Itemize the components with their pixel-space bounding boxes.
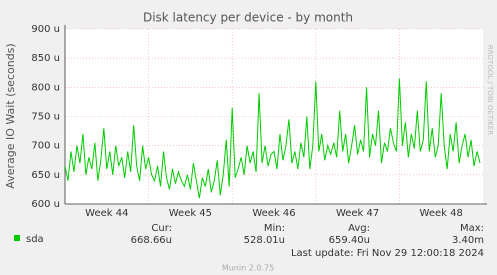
x-tick-label: Week 48 — [420, 208, 463, 219]
legend-label: sda — [26, 234, 44, 245]
y-tick-label: 900 u — [31, 24, 60, 35]
stat-label: Max: — [460, 223, 484, 234]
watermark: RRDTOOL / TOBI OETIKER — [486, 45, 494, 135]
stat-value: 659.40u — [329, 235, 370, 246]
legend-swatch — [14, 235, 20, 241]
y-tick-label: 750 u — [31, 112, 60, 123]
y-tick-label: 650 u — [31, 170, 60, 181]
x-tick-label: Week 44 — [85, 208, 128, 219]
stat-label: Avg: — [348, 223, 370, 234]
y-tick-label: 700 u — [31, 141, 60, 152]
plot-area — [65, 29, 483, 204]
stat-label: Min: — [264, 223, 285, 234]
x-tick-label: Week 47 — [336, 208, 379, 219]
last-update: Last update: Fri Nov 29 12:00:18 2024 — [291, 248, 484, 259]
y-tick-label: 600 u — [31, 199, 60, 210]
stat-value: 528.01u — [244, 235, 285, 246]
stat-label: Cur: — [151, 223, 172, 234]
chart-title: Disk latency per device - by month — [143, 11, 353, 25]
x-tick-label: Week 46 — [252, 208, 295, 219]
stat-value: 3.40m — [452, 235, 484, 246]
data-line — [65, 78, 481, 199]
y-tick-label: 850 u — [31, 53, 60, 64]
stat-value: 668.66u — [131, 235, 172, 246]
y-tick-label: 800 u — [31, 82, 60, 93]
x-tick-label: Week 45 — [169, 208, 212, 219]
footer: Munin 2.0.75 — [222, 264, 274, 273]
y-axis-label: Average IO Wait (seconds) — [4, 43, 17, 188]
